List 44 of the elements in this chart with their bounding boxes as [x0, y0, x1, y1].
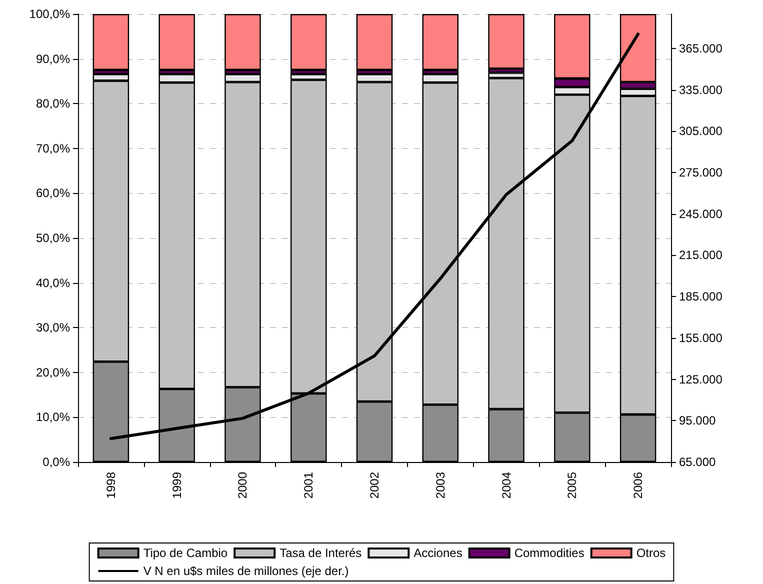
bar — [224, 14, 261, 70]
y-tick-label: 40,0% — [36, 276, 70, 290]
y2-tick-label: 65.000 — [679, 455, 716, 469]
y-tick-label: 20,0% — [36, 365, 70, 380]
x-tick-label: 2003 — [433, 472, 448, 499]
y2-tick-label: 275.000 — [679, 166, 723, 180]
bar — [488, 14, 524, 69]
x-tick-label: 2001 — [302, 472, 316, 499]
y2-tick-label: 125.000 — [679, 372, 723, 386]
y-tick-label: 90,0% — [36, 52, 70, 66]
y2-tick-label: 365.000 — [679, 41, 723, 56]
y-tick-label: 50,0% — [36, 231, 70, 245]
x-tick-label: 1998 — [104, 472, 118, 499]
legend-label: V N en u$s miles de millones (eje der.) — [143, 564, 349, 578]
x-tick-label: 2000 — [236, 472, 250, 499]
y-tick-label: 0,0% — [42, 455, 70, 469]
x-tick-label: 2002 — [368, 472, 382, 499]
x-tick-label: 2004 — [499, 472, 514, 499]
y2-tick-label: 245.000 — [679, 206, 723, 221]
y2-tick-label: 335.000 — [679, 82, 723, 97]
legend-label: Acciones — [414, 546, 462, 560]
y-tick-label: 80,0% — [36, 96, 70, 111]
y-tick-label: 100,0% — [29, 7, 70, 21]
y2-tick-label: 305.000 — [679, 124, 723, 138]
y-tick-label: 70,0% — [36, 141, 70, 156]
y2-tick-label: 155.000 — [679, 330, 723, 345]
x-tick-label: 1999 — [170, 472, 184, 499]
legend-label: Tipo de Cambio — [143, 546, 228, 560]
bar — [290, 14, 327, 70]
y2-tick-label: 215.000 — [679, 248, 723, 262]
y2-tick-label: 95.000 — [679, 414, 716, 428]
y-tick-label: 60,0% — [36, 186, 70, 200]
x-tick-label: 2006 — [631, 472, 646, 499]
bar — [422, 14, 459, 70]
y-tick-label: 30,0% — [36, 320, 70, 335]
bar — [158, 14, 195, 70]
bar — [356, 14, 393, 70]
y2-tick-label: 185.000 — [679, 290, 723, 304]
x-tick-label: 2005 — [565, 472, 580, 499]
bar — [92, 14, 130, 70]
legend-label: Commodities — [514, 546, 584, 560]
legend-label: Otros — [636, 546, 666, 560]
legend-label: Tasa de Interés — [280, 546, 362, 560]
y-tick-label: 10,0% — [36, 410, 70, 424]
